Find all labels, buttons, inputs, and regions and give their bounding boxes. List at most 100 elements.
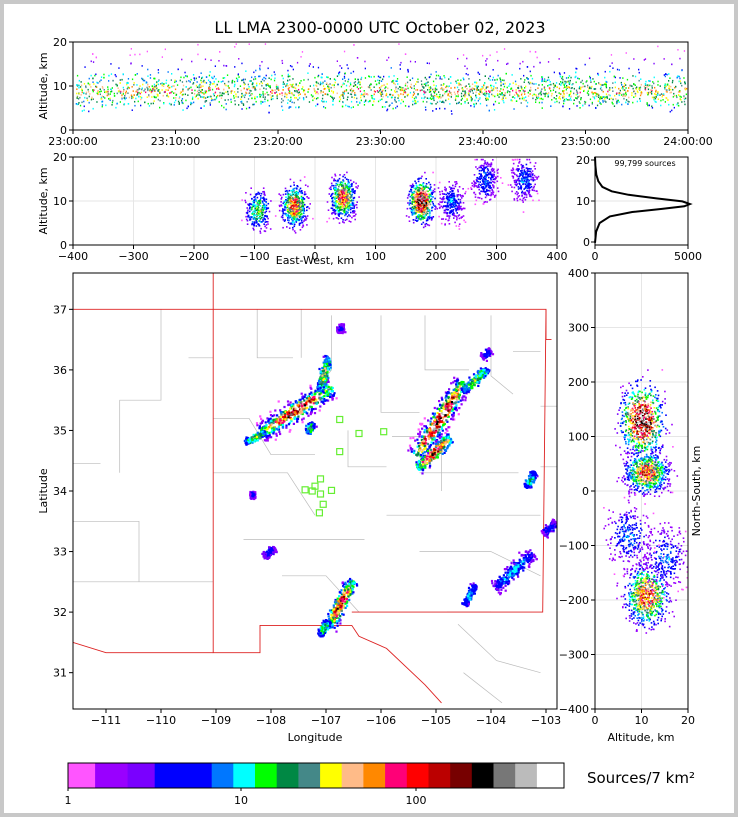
- density-cell: [477, 184, 480, 187]
- density-cell: [680, 82, 682, 85]
- density-cell: [95, 56, 97, 59]
- density-cell: [230, 98, 232, 101]
- density-cell: [320, 90, 322, 92]
- density-cell: [587, 94, 590, 96]
- density-cell: [252, 203, 255, 206]
- density-cell: [154, 89, 156, 91]
- density-cell: [488, 163, 491, 166]
- density-cell: [294, 97, 296, 99]
- density-cell: [562, 83, 565, 85]
- x-tick-label: 23:30:00: [356, 135, 405, 148]
- density-cell: [343, 195, 345, 197]
- density-cell: [366, 93, 368, 95]
- density-cell: [480, 173, 482, 175]
- density-cell: [380, 95, 382, 97]
- density-cell: [173, 97, 175, 99]
- density-cell: [416, 189, 419, 191]
- density-cell: [336, 193, 339, 196]
- density-cell: [600, 86, 602, 89]
- density-cell: [295, 87, 297, 90]
- density-cell: [665, 90, 667, 93]
- density-cell: [182, 84, 185, 87]
- density-cell: [263, 200, 266, 202]
- density-cell: [564, 86, 566, 88]
- density-cell: [494, 177, 496, 180]
- density-cell: [455, 181, 458, 183]
- density-cell: [501, 94, 504, 96]
- density-cell: [665, 88, 667, 91]
- density-cell: [434, 205, 436, 207]
- density-cell: [287, 203, 290, 206]
- density-cell: [78, 79, 80, 82]
- density-cell: [417, 194, 419, 197]
- density-cell: [485, 186, 487, 188]
- density-cell: [565, 98, 567, 100]
- density-cell: [483, 201, 486, 204]
- density-cell: [612, 82, 614, 84]
- density-cell: [338, 213, 341, 215]
- density-cell: [444, 205, 447, 208]
- density-cell: [149, 77, 152, 79]
- density-cell: [160, 83, 162, 85]
- density-cell: [281, 216, 284, 219]
- density-cell: [288, 90, 291, 92]
- density-cell: [634, 84, 636, 86]
- density-cell: [250, 216, 253, 218]
- density-cell: [672, 79, 674, 82]
- density-cell: [264, 211, 266, 214]
- density-cell: [315, 92, 317, 95]
- density-cell: [261, 206, 264, 209]
- density-cell: [678, 94, 680, 96]
- density-cell: [404, 88, 406, 90]
- density-cell: [83, 109, 85, 112]
- density-cell: [96, 81, 98, 84]
- density-cell: [360, 96, 362, 99]
- density-cell: [213, 94, 215, 97]
- density-cell: [278, 193, 280, 195]
- density-cell: [191, 92, 193, 94]
- density-cell: [533, 65, 535, 68]
- density-cell: [208, 74, 211, 77]
- density-cell: [262, 93, 264, 95]
- density-cell: [214, 85, 217, 88]
- density-cell: [331, 199, 334, 202]
- density-cell: [426, 201, 428, 203]
- density-cell: [432, 202, 434, 205]
- density-cell: [341, 205, 343, 208]
- density-cell: [544, 95, 546, 98]
- density-cell: [270, 96, 272, 99]
- density-cell: [298, 205, 301, 207]
- density-cell: [534, 51, 537, 53]
- density-cell: [223, 88, 225, 91]
- density-cell: [368, 86, 370, 89]
- density-cell: [440, 205, 443, 208]
- density-cell: [111, 87, 113, 89]
- density-cell: [391, 102, 393, 104]
- density-cell: [350, 72, 352, 74]
- density-cell: [107, 93, 109, 95]
- density-cell: [501, 79, 503, 81]
- density-cell: [182, 88, 184, 91]
- density-cell: [284, 219, 286, 221]
- density-cell: [313, 84, 315, 87]
- density-cell: [463, 94, 465, 97]
- density-cell: [276, 87, 279, 89]
- density-cell: [624, 95, 627, 97]
- density-cell: [356, 101, 358, 103]
- density-cell: [425, 222, 428, 225]
- density-cell: [264, 221, 267, 223]
- density-cell: [284, 93, 286, 95]
- density-cell: [343, 50, 346, 53]
- density-cell: [200, 79, 202, 82]
- density-cell: [163, 83, 165, 85]
- density-cell: [293, 94, 295, 97]
- density-cell: [262, 96, 264, 98]
- density-cell: [623, 93, 625, 96]
- density-cell: [601, 84, 603, 86]
- density-cell: [622, 77, 624, 79]
- density-cell: [485, 64, 487, 66]
- density-cell: [351, 193, 353, 196]
- density-cell: [407, 71, 409, 73]
- density-cell: [583, 90, 585, 92]
- density-cell: [676, 103, 678, 106]
